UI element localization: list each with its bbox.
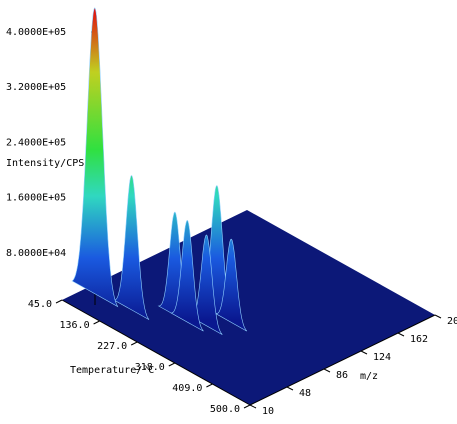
y-axis [249, 314, 436, 406]
y-tick [397, 332, 405, 337]
z-tick-label: 1.6000E+05 [6, 193, 66, 204]
x-tick [130, 341, 138, 346]
y-tick [360, 350, 368, 355]
y-tick-label: 200 [447, 316, 457, 327]
y-axis-title: m/z [360, 371, 378, 382]
y-tick [249, 404, 257, 409]
x-axis-title: Temperature/°C [70, 365, 154, 376]
x-tick-label: 318.0 [135, 362, 165, 373]
peak [71, 7, 119, 308]
peak [170, 220, 204, 332]
x-tick-label: 227.0 [97, 341, 127, 352]
x-tick-label: 45.0 [28, 299, 52, 310]
x-tick [55, 299, 63, 304]
peak [113, 175, 150, 320]
x-tick-label: 500.0 [210, 404, 240, 415]
x-tick [168, 362, 176, 367]
z-axis-title: Intensity/CPS [6, 158, 84, 169]
z-tick-label: 3.2000E+05 [6, 82, 66, 93]
z-tick-label: 2.4000E+05 [6, 137, 66, 148]
y-tick-label: 162 [410, 334, 428, 345]
y-tick-label: 48 [299, 388, 311, 399]
y-tick [434, 314, 442, 319]
x-tick-label: 136.0 [59, 320, 89, 331]
x-axis [61, 299, 251, 406]
z-tick-label: 4.0000E+05 [6, 27, 66, 38]
z-tick-label: 8.0000E+04 [6, 248, 66, 259]
x-tick-label: 409.0 [172, 383, 202, 394]
y-tick [323, 368, 331, 373]
x-tick [243, 404, 251, 409]
x-tick [93, 320, 100, 325]
y-tick [286, 386, 294, 391]
y-tick-label: 86 [336, 370, 348, 381]
peak [214, 238, 248, 332]
x-tick [206, 383, 213, 388]
y-tick-label: 124 [373, 352, 391, 363]
floor [62, 210, 435, 405]
y-tick-label: 10 [262, 406, 274, 417]
